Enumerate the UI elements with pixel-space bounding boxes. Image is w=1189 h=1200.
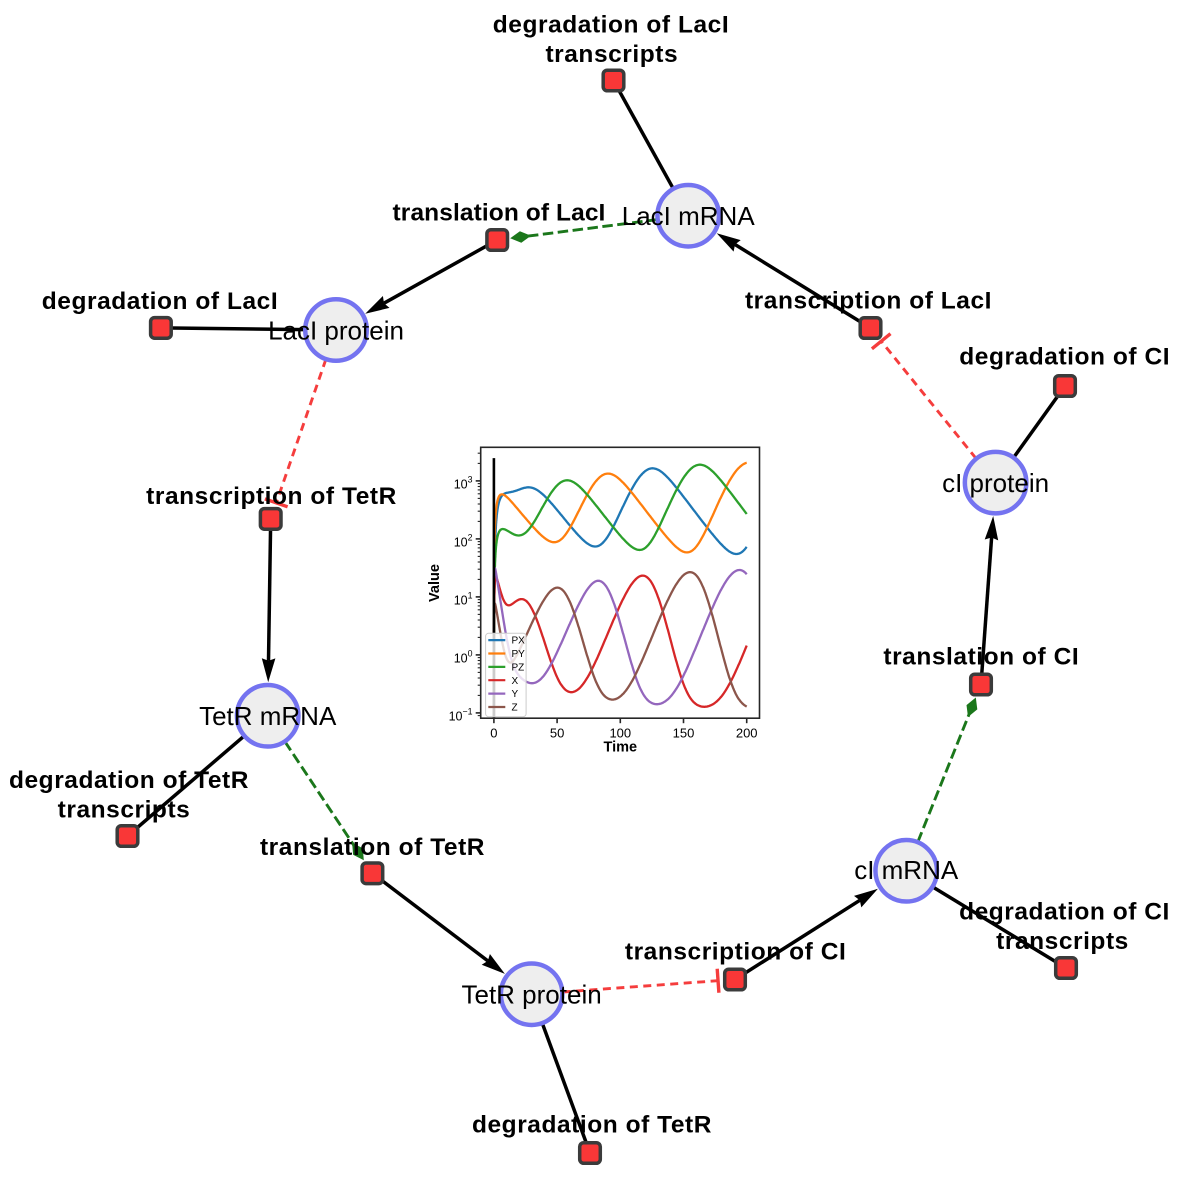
svg-text:100: 100 [454,648,473,665]
svg-text:PX: PX [512,636,526,647]
svg-text:transcripts: transcripts [58,797,191,824]
svg-text:LacI protein: LacI protein [268,315,404,345]
svg-text:PZ: PZ [512,663,525,674]
svg-text:50: 50 [550,725,564,740]
svg-text:Value: Value [427,564,443,602]
svg-text:TetR mRNA: TetR mRNA [199,701,337,731]
svg-text:transcripts: transcripts [545,41,678,68]
svg-text:Y: Y [512,689,519,700]
svg-text:PY: PY [512,649,526,660]
svg-text:100: 100 [609,725,631,740]
svg-text:200: 200 [736,725,758,740]
svg-text:TetR protein: TetR protein [462,980,602,1010]
svg-text:transcripts: transcripts [996,928,1129,955]
svg-text:cI protein: cI protein [942,468,1049,498]
svg-text:X: X [512,676,519,687]
svg-text:degradation of CI: degradation of CI [959,899,1170,926]
svg-text:degradation of LacI: degradation of LacI [42,288,278,315]
svg-text:101: 101 [454,590,473,607]
svg-text:transcription of CI: transcription of CI [625,938,846,965]
svg-text:103: 103 [454,474,473,491]
svg-text:Time: Time [604,740,638,756]
svg-text:cI mRNA: cI mRNA [854,855,959,885]
svg-text:degradation of TetR: degradation of TetR [472,1112,712,1139]
svg-text:0: 0 [490,725,497,740]
svg-text:transcription of TetR: transcription of TetR [146,483,397,510]
svg-text:Z: Z [512,703,518,714]
svg-text:LacI mRNA: LacI mRNA [622,201,756,231]
svg-text:102: 102 [454,532,473,549]
svg-text:degradation of LacI: degradation of LacI [493,12,729,39]
svg-text:degradation of CI: degradation of CI [959,344,1170,371]
svg-text:degradation of TetR: degradation of TetR [9,767,249,794]
svg-text:translation of TetR: translation of TetR [260,834,485,861]
svg-text:translation of LacI: translation of LacI [393,200,606,227]
svg-text:10−1: 10−1 [449,706,473,723]
svg-text:150: 150 [673,725,695,740]
svg-text:translation of CI: translation of CI [883,644,1079,671]
svg-text:transcription of LacI: transcription of LacI [745,287,992,314]
